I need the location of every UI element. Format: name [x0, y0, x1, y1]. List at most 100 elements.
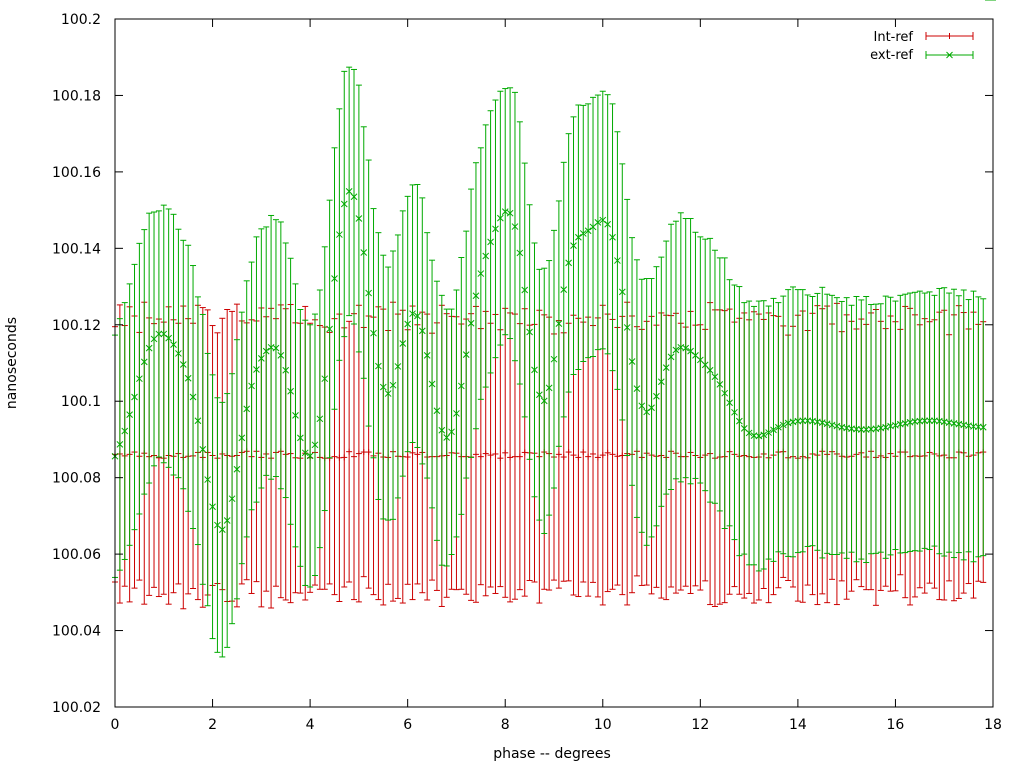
error-bar-point: [799, 289, 807, 553]
data-point-marker: [862, 426, 870, 433]
data-point-marker: [687, 347, 694, 355]
error-bar-point: [379, 254, 387, 520]
error-bar-point: [779, 295, 787, 555]
data-point-marker: [570, 242, 577, 250]
error-bar-point: [657, 256, 665, 507]
data-point-marker: [414, 312, 421, 320]
data-point-marker: [116, 441, 124, 448]
error-bar-point: [653, 266, 660, 527]
error-bar-point: [585, 316, 592, 597]
x-tick-label: 16: [887, 717, 905, 733]
error-bar-point: [789, 286, 797, 558]
error-bar-point: [457, 257, 465, 515]
x-tick-label: 6: [403, 717, 412, 733]
data-point-marker: [145, 344, 153, 352]
error-bar-point: [604, 313, 611, 593]
error-bar-point: [292, 283, 299, 548]
error-bar-point: [404, 195, 412, 453]
error-bar-point: [667, 223, 675, 491]
error-bar-point: [218, 401, 226, 658]
legend-label-int-ref: Int-ref: [874, 30, 914, 45]
plot-frame: [114, 18, 994, 708]
data-point-marker: [872, 425, 880, 433]
data-point-marker: [633, 385, 641, 392]
legend-entry-ext-ref: ext-ref: [870, 48, 974, 63]
error-bar-point: [565, 133, 572, 393]
data-point-marker: [760, 431, 768, 439]
data-point-marker: [662, 364, 670, 371]
error-bar-point: [901, 293, 909, 554]
error-bar-point: [341, 327, 348, 588]
error-bar-point: [179, 239, 187, 490]
x-tick-labels: 0 2 4 6 8 10 12 14 16 18: [111, 717, 1002, 733]
error-bar-point: [243, 280, 251, 538]
error-bar-point: [521, 162, 529, 418]
data-point-marker: [560, 286, 568, 293]
error-bar-point: [701, 238, 709, 492]
data-point-marker: [457, 382, 465, 390]
error-bar-point: [223, 393, 231, 648]
error-bar-point: [638, 278, 646, 533]
legend-marker: [946, 51, 953, 59]
data-point-marker: [618, 288, 626, 296]
error-bar-point: [575, 104, 582, 370]
legend-sample-int-ref: [925, 32, 974, 40]
data-point-marker: [716, 381, 724, 388]
error-bar-point: [326, 199, 333, 459]
data-point-marker: [350, 193, 358, 201]
error-bar-point: [423, 232, 431, 479]
data-point-marker: [706, 366, 714, 374]
error-bar-point: [935, 287, 943, 555]
data-point-marker: [165, 334, 173, 342]
error-bar-point: [350, 68, 358, 325]
error-bar-point: [287, 257, 294, 525]
data-point-marker: [214, 521, 221, 529]
error-bar-point: [594, 94, 602, 351]
error-bar-point: [262, 226, 270, 476]
data-point-marker: [550, 355, 558, 363]
data-point-marker: [209, 503, 216, 511]
error-bar-point: [331, 147, 338, 410]
error-bar-point: [228, 373, 236, 625]
data-point-marker: [443, 434, 451, 441]
data-point-marker: [516, 249, 524, 257]
error-bar-point: [536, 268, 543, 521]
error-bar-point: [121, 302, 129, 560]
data-point-marker: [170, 341, 177, 349]
error-bar-point: [306, 324, 314, 588]
data-point-marker: [311, 441, 319, 449]
data-point-marker: [370, 329, 377, 337]
error-bar-point: [609, 103, 616, 372]
error-bar-point: [584, 103, 592, 359]
data-point-marker: [526, 328, 533, 336]
error-bar-point: [414, 184, 421, 448]
data-point-marker: [896, 420, 904, 428]
error-bar-point: [526, 204, 533, 460]
x-tick-label: 12: [691, 717, 709, 733]
error-bar-point: [570, 116, 577, 375]
error-bar-point: [726, 279, 733, 527]
data-point-marker: [453, 410, 460, 417]
error-bar-point: [311, 313, 319, 577]
error-bar-point: [462, 230, 470, 479]
data-point-marker: [755, 432, 763, 440]
error-bar-point: [316, 289, 324, 549]
error-bar-point: [892, 300, 899, 551]
data-point-marker: [336, 231, 343, 238]
error-bar-point: [496, 90, 504, 346]
error-bar-point: [389, 250, 397, 520]
error-bar-point: [438, 294, 446, 566]
data-point-marker: [653, 392, 660, 400]
data-point-marker: [360, 249, 368, 256]
data-point-marker: [345, 188, 353, 195]
data-point-marker: [462, 351, 470, 358]
data-point-marker: [775, 423, 782, 431]
error-bar-point: [472, 162, 480, 430]
error-bar-point: [272, 219, 280, 478]
data-point-marker: [418, 327, 426, 335]
y-tick-label: 100.16: [52, 165, 101, 181]
y-tick-label: 100.12: [52, 318, 101, 334]
data-point-marker: [248, 382, 255, 390]
error-bar-point: [833, 297, 841, 555]
error-bar-point: [355, 304, 362, 603]
